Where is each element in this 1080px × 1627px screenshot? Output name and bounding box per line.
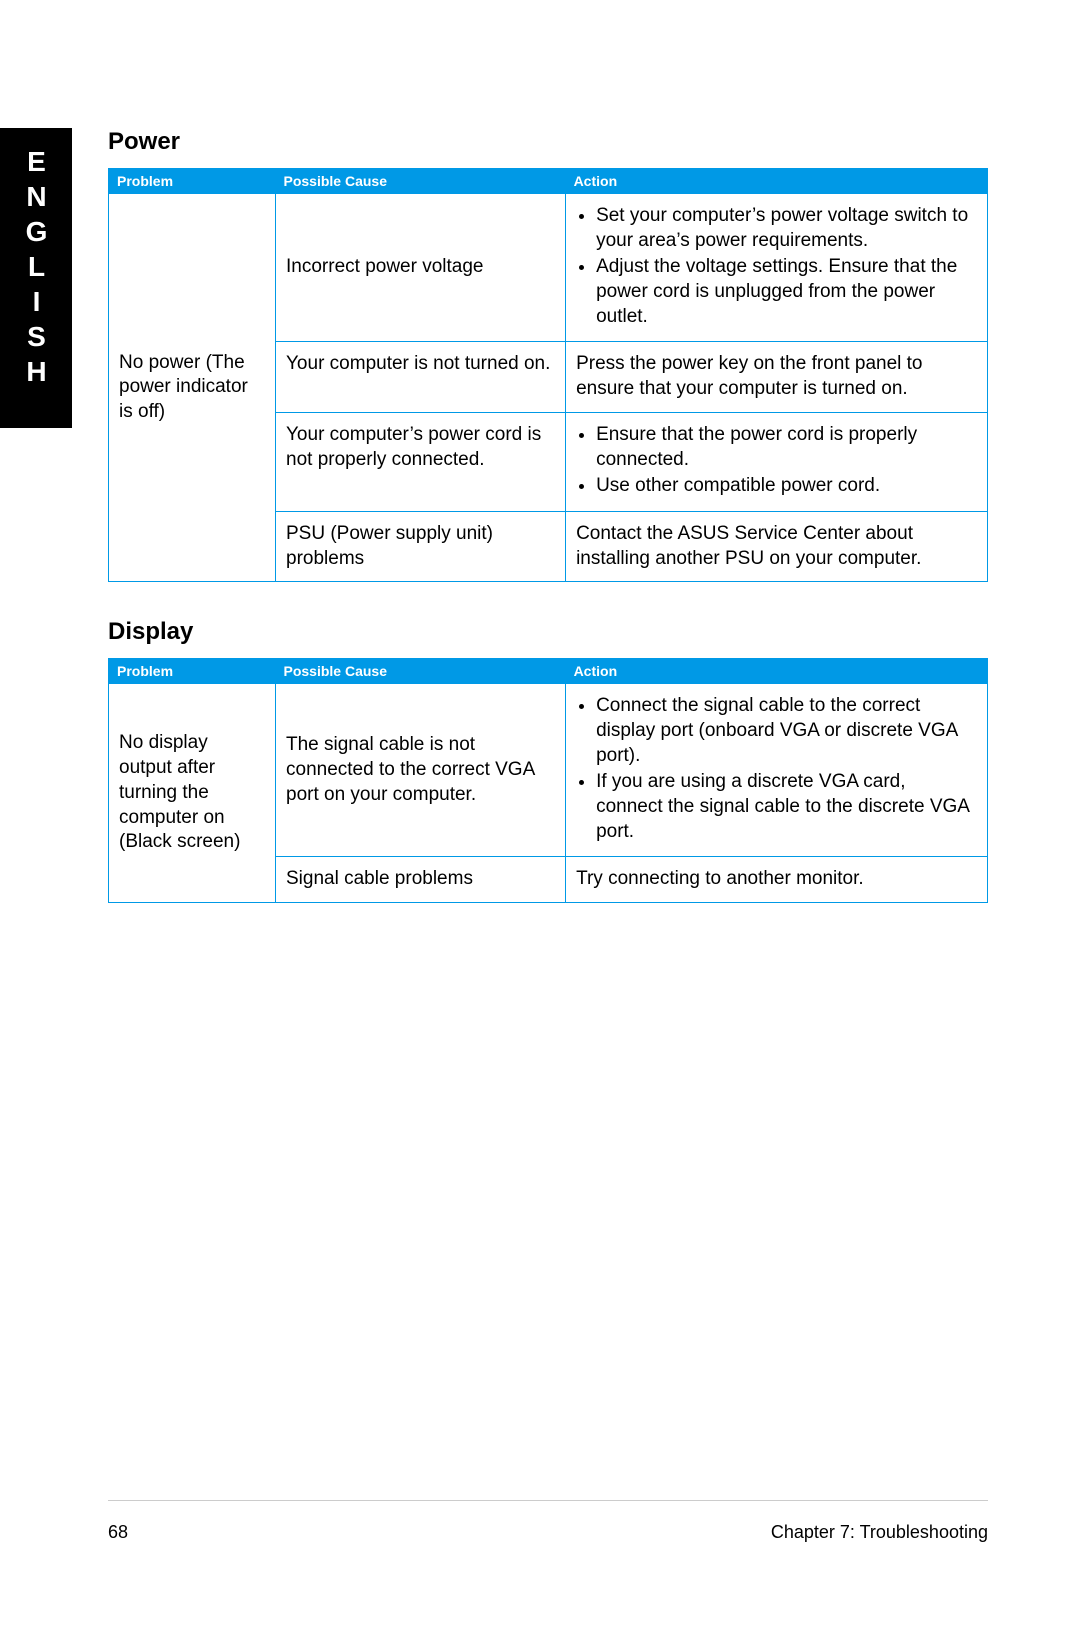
action-item: Set your computer’s power voltage switch… (596, 204, 977, 253)
problem-cell: No power (The power indicator is off) (109, 194, 276, 582)
section-title-display: Display (108, 618, 988, 646)
section-title-power: Power (108, 128, 988, 156)
table-header-row: Problem Possible Cause Action (109, 169, 988, 194)
action-item: Use other compatible power cord. (596, 474, 977, 499)
cause-cell: Your computer is not turned on. (276, 342, 566, 412)
action-cell: Set your computer’s power voltage switch… (566, 194, 988, 342)
action-cell: Connect the signal cable to the correct … (566, 684, 988, 857)
language-side-tab: ENGLISH (0, 128, 72, 428)
footer-rule (108, 1500, 988, 1501)
chapter-label: Chapter 7: Troubleshooting (771, 1522, 988, 1543)
cause-cell: The signal cable is not connected to the… (276, 684, 566, 857)
action-cell: Ensure that the power cord is properly c… (566, 412, 988, 511)
action-cell: Try connecting to another monitor. (566, 857, 988, 903)
action-cell: Press the power key on the front panel t… (566, 342, 988, 412)
action-cell: Contact the ASUS Service Center about in… (566, 511, 988, 581)
display-table: Problem Possible Cause Action No display… (108, 658, 988, 903)
col-action: Action (566, 169, 988, 194)
cause-cell: Incorrect power voltage (276, 194, 566, 342)
cause-cell: Signal cable problems (276, 857, 566, 903)
action-item: Ensure that the power cord is properly c… (596, 423, 977, 472)
col-problem: Problem (109, 659, 276, 684)
cause-cell: PSU (Power supply unit) problems (276, 511, 566, 581)
problem-cell: No display output after turning the comp… (109, 684, 276, 903)
page-content: Power Problem Possible Cause Action No p… (108, 128, 988, 939)
col-cause: Possible Cause (276, 169, 566, 194)
table-row: No display output after turning the comp… (109, 684, 988, 857)
language-label: ENGLISH (20, 146, 52, 391)
col-cause: Possible Cause (276, 659, 566, 684)
col-problem: Problem (109, 169, 276, 194)
table-row: No power (The power indicator is off) In… (109, 194, 988, 342)
action-item: Connect the signal cable to the correct … (596, 694, 977, 768)
col-action: Action (566, 659, 988, 684)
power-table: Problem Possible Cause Action No power (… (108, 168, 988, 582)
cause-cell: Your computer’s power cord is not proper… (276, 412, 566, 511)
action-item: If you are using a discrete VGA card, co… (596, 770, 977, 844)
table-header-row: Problem Possible Cause Action (109, 659, 988, 684)
action-item: Adjust the voltage settings. Ensure that… (596, 255, 977, 329)
page-number: 68 (108, 1522, 128, 1543)
